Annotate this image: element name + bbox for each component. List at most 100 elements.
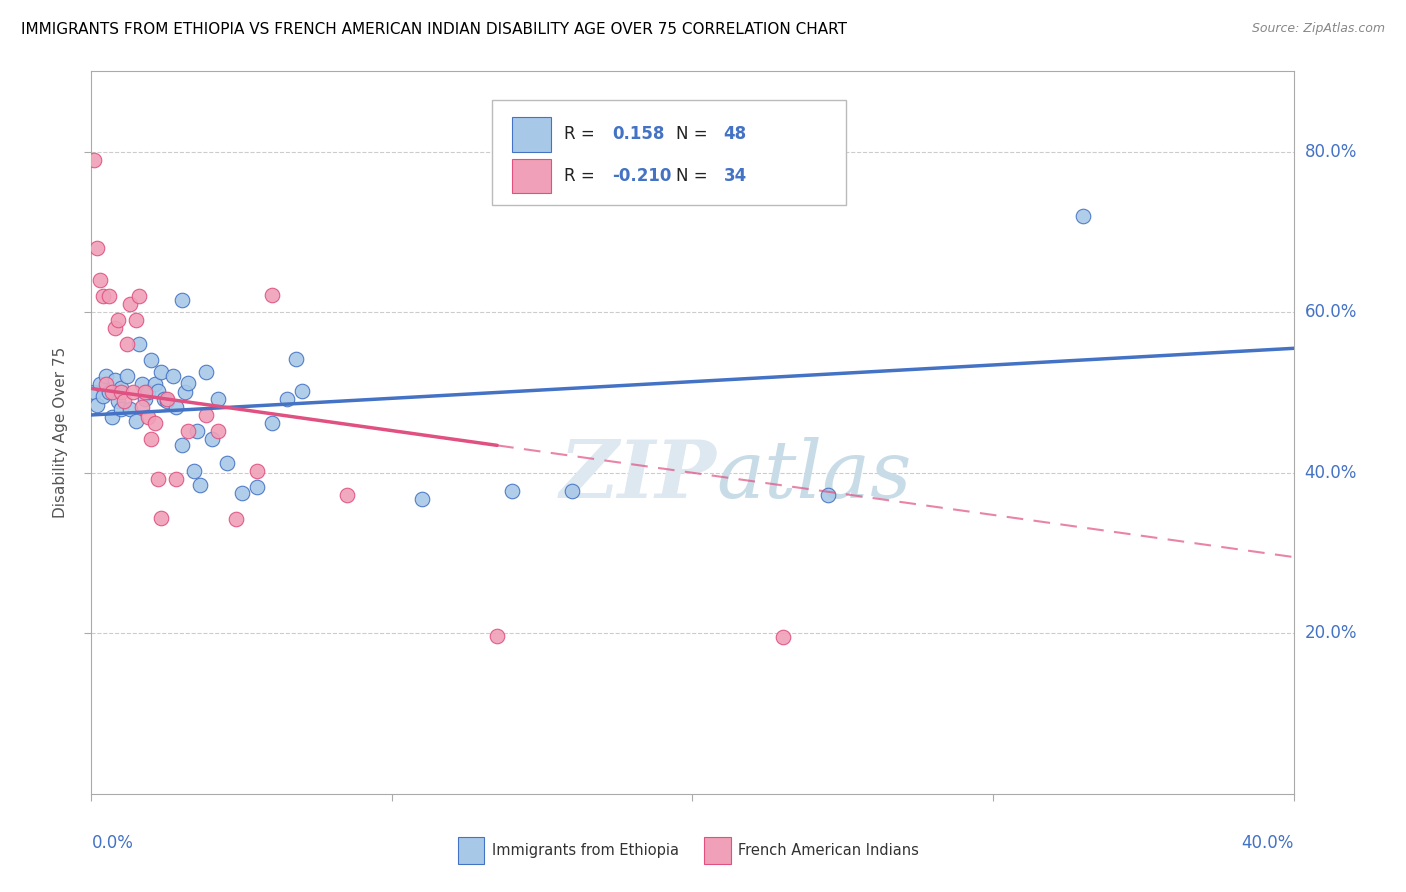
FancyBboxPatch shape — [492, 100, 846, 205]
Point — [501, 484, 523, 499]
Point — [83, 385, 105, 400]
Point — [89, 377, 111, 392]
Point — [104, 373, 127, 387]
Point — [411, 492, 433, 507]
Point — [134, 392, 156, 406]
Point — [291, 384, 314, 398]
Point — [107, 313, 129, 327]
Point — [194, 366, 217, 380]
Point — [276, 392, 298, 406]
Point — [155, 393, 177, 408]
Point — [225, 512, 247, 526]
Point — [107, 393, 129, 408]
Text: 80.0%: 80.0% — [1305, 143, 1357, 161]
Point — [260, 287, 283, 301]
Point — [149, 510, 172, 524]
FancyBboxPatch shape — [704, 837, 731, 864]
Text: 60.0%: 60.0% — [1305, 303, 1357, 321]
Text: 34: 34 — [724, 167, 747, 186]
Text: ZIP: ZIP — [560, 437, 717, 515]
Point — [96, 377, 118, 392]
Point — [231, 485, 253, 500]
Point — [143, 377, 166, 392]
Point — [101, 409, 124, 424]
Point — [170, 293, 193, 307]
Point — [155, 392, 177, 406]
Text: N =: N = — [676, 125, 713, 144]
Point — [120, 297, 142, 311]
Point — [138, 385, 160, 400]
Point — [215, 456, 238, 470]
Point — [110, 382, 132, 396]
Point — [207, 392, 229, 406]
Point — [104, 321, 127, 335]
Point — [561, 484, 583, 499]
Point — [89, 273, 111, 287]
Point — [96, 369, 118, 384]
Text: R =: R = — [564, 167, 600, 186]
FancyBboxPatch shape — [458, 837, 485, 864]
Point — [120, 401, 142, 416]
Point — [246, 464, 269, 478]
Point — [141, 353, 163, 368]
Point — [188, 478, 211, 492]
Text: 40.0%: 40.0% — [1305, 464, 1357, 482]
Point — [165, 472, 187, 486]
Text: -0.210: -0.210 — [612, 167, 671, 186]
Point — [246, 480, 269, 494]
Point — [152, 392, 174, 406]
Point — [117, 369, 139, 384]
Text: IMMIGRANTS FROM ETHIOPIA VS FRENCH AMERICAN INDIAN DISABILITY AGE OVER 75 CORREL: IMMIGRANTS FROM ETHIOPIA VS FRENCH AMERI… — [21, 22, 846, 37]
Point — [149, 366, 172, 380]
Point — [1071, 209, 1094, 223]
Point — [176, 424, 198, 438]
Point — [110, 401, 132, 416]
Text: French American Indians: French American Indians — [738, 843, 920, 858]
Point — [93, 389, 115, 403]
Point — [138, 409, 160, 424]
Point — [128, 289, 150, 303]
Text: 48: 48 — [724, 125, 747, 144]
Point — [817, 488, 839, 502]
Point — [131, 400, 153, 414]
Point — [86, 398, 108, 412]
Point — [207, 424, 229, 438]
Point — [134, 385, 156, 400]
Text: 40.0%: 40.0% — [1241, 834, 1294, 852]
Point — [772, 630, 794, 644]
Point — [98, 289, 121, 303]
Point — [93, 289, 115, 303]
Point — [176, 376, 198, 390]
Point — [125, 413, 148, 427]
Point — [117, 337, 139, 351]
Point — [284, 351, 307, 366]
Point — [114, 393, 136, 408]
Point — [110, 385, 132, 400]
Point — [201, 432, 224, 446]
FancyBboxPatch shape — [512, 159, 551, 194]
Text: 0.158: 0.158 — [612, 125, 664, 144]
Point — [122, 385, 145, 400]
Point — [162, 369, 184, 384]
Point — [183, 464, 205, 478]
Text: N =: N = — [676, 167, 713, 186]
Point — [98, 385, 121, 400]
Point — [170, 437, 193, 451]
Point — [83, 153, 105, 167]
Point — [194, 408, 217, 422]
Text: 20.0%: 20.0% — [1305, 624, 1357, 642]
Point — [336, 488, 359, 502]
Point — [260, 416, 283, 430]
FancyBboxPatch shape — [512, 117, 551, 152]
Point — [128, 337, 150, 351]
Point — [146, 384, 169, 398]
Text: atlas: atlas — [717, 437, 912, 515]
Point — [101, 385, 124, 400]
Y-axis label: Disability Age Over 75: Disability Age Over 75 — [53, 347, 69, 518]
Point — [86, 241, 108, 255]
Point — [173, 385, 195, 400]
Point — [143, 416, 166, 430]
Point — [125, 313, 148, 327]
Point — [486, 629, 509, 643]
Text: 0.0%: 0.0% — [91, 834, 134, 852]
